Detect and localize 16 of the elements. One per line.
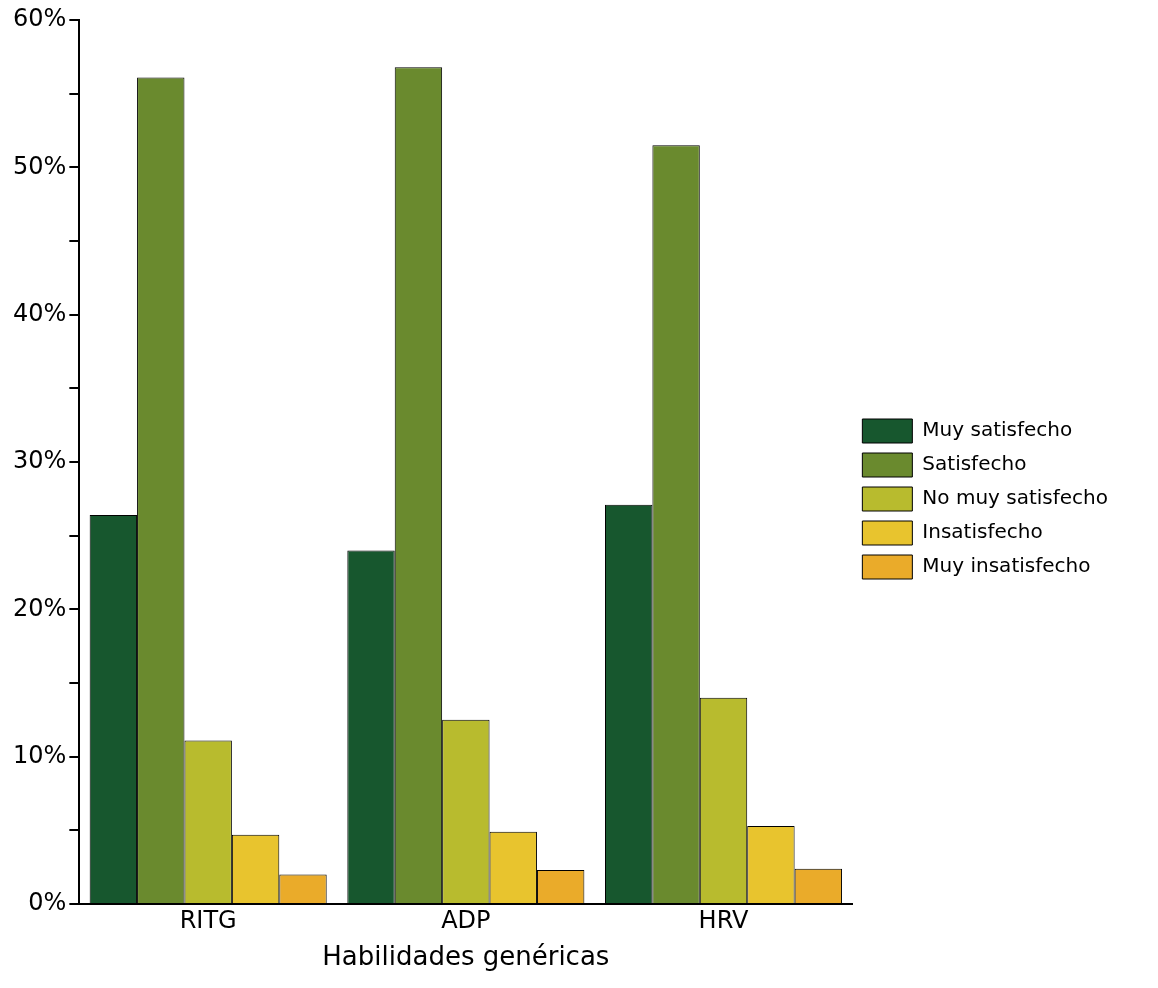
legend-label: Muy satisfecho [922, 417, 1073, 442]
y-tick-label: 60% [13, 4, 67, 33]
legend-label: Satisfecho [922, 451, 1027, 476]
legend-label: Muy insatisfecho [922, 553, 1091, 578]
legend-label: No muy satisfecho [922, 485, 1108, 510]
x-tick-label: HRV [698, 905, 750, 934]
x-tick-label: ADP [441, 905, 491, 934]
y-tick-label: 0% [28, 888, 67, 917]
y-tick-label: 20% [13, 593, 67, 622]
y-tick-label: 30% [13, 446, 67, 475]
x-tick-label: RITG [179, 905, 237, 934]
y-tick-label: 10% [13, 740, 67, 769]
legend-label: Insatisfecho [922, 519, 1043, 544]
y-tick-label: 50% [13, 151, 67, 180]
x-axis-title: Habilidades genéricas [322, 941, 610, 972]
y-tick-label: 40% [13, 298, 67, 327]
